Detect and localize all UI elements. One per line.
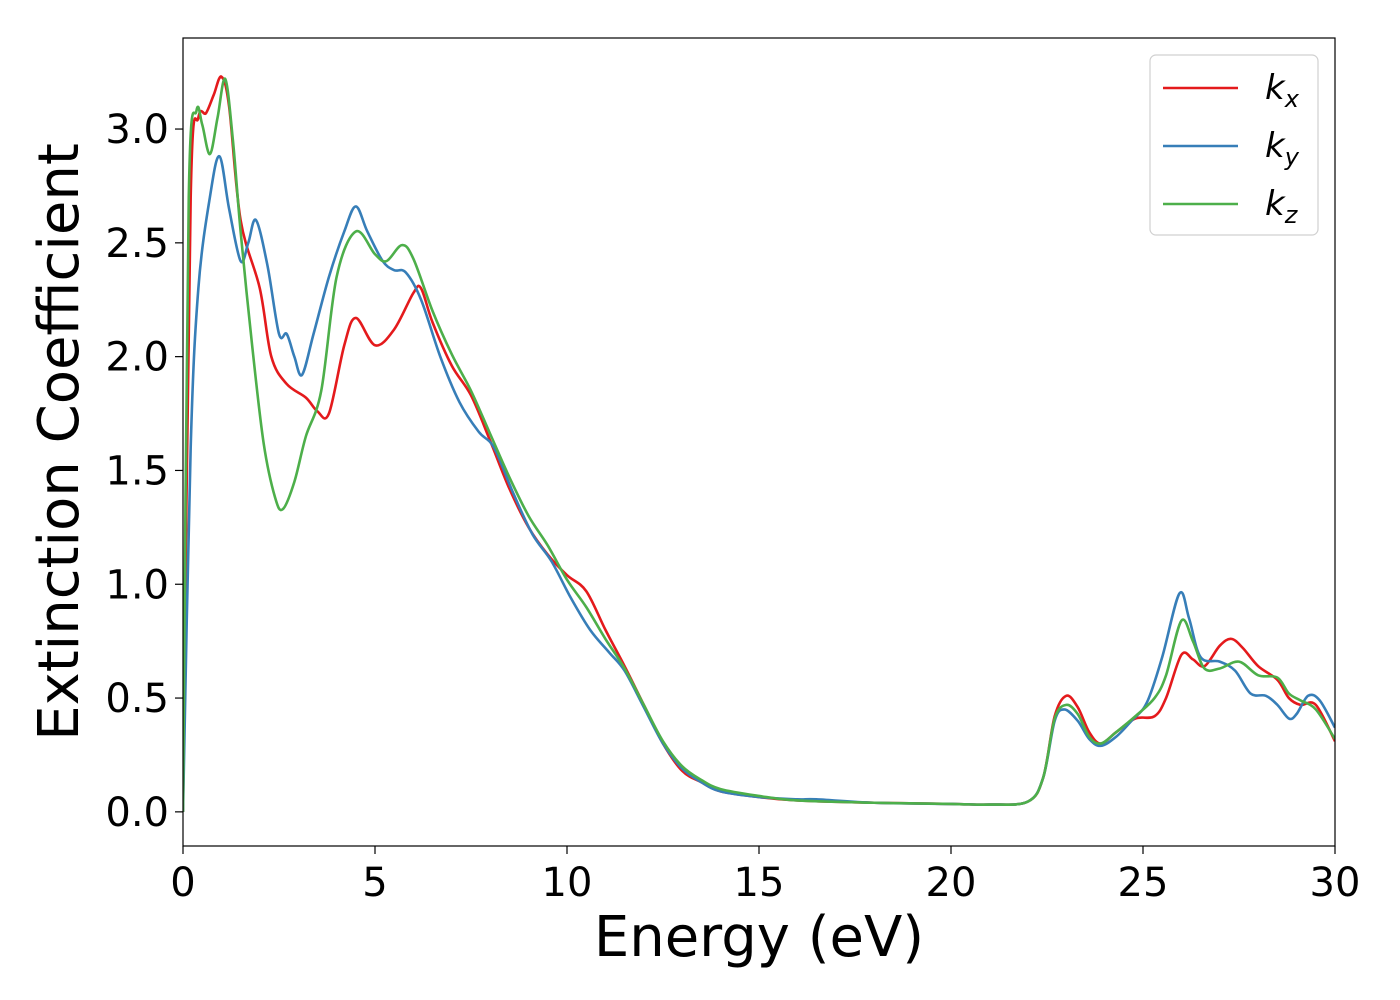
legend-label-kx: kx [1265, 68, 1300, 113]
legend: kx ky kz [1149, 54, 1319, 236]
series-layer [183, 75, 1335, 812]
series-line-kz [183, 77, 1335, 812]
y-tick-label: 0.5 [105, 676, 169, 722]
legend-label-ky: ky [1265, 126, 1300, 171]
x-axis: 0 5 10 15 20 25 30 [170, 846, 1360, 906]
x-tick-label: 25 [1118, 860, 1169, 906]
y-tick-label: 3.0 [105, 107, 169, 153]
series-line-ky [183, 155, 1335, 812]
y-axis: 0.0 0.5 1.0 1.5 2.0 2.5 3.0 [105, 107, 183, 836]
legend-label-kz: kz [1265, 184, 1299, 229]
x-tick-label: 15 [734, 860, 785, 906]
x-tick-label: 30 [1310, 860, 1361, 906]
x-tick-label: 0 [170, 860, 195, 906]
x-axis-title: Energy (eV) [594, 905, 924, 970]
y-tick-label: 2.0 [105, 335, 169, 381]
y-tick-label: 0.0 [105, 790, 169, 836]
y-tick-label: 1.5 [105, 448, 169, 494]
y-axis-title: Extinction Coefficient [27, 143, 92, 741]
x-tick-label: 10 [542, 860, 593, 906]
x-tick-label: 20 [926, 860, 977, 906]
y-tick-label: 2.5 [105, 221, 169, 267]
x-tick-label: 5 [362, 860, 387, 906]
y-tick-label: 1.0 [105, 562, 169, 608]
